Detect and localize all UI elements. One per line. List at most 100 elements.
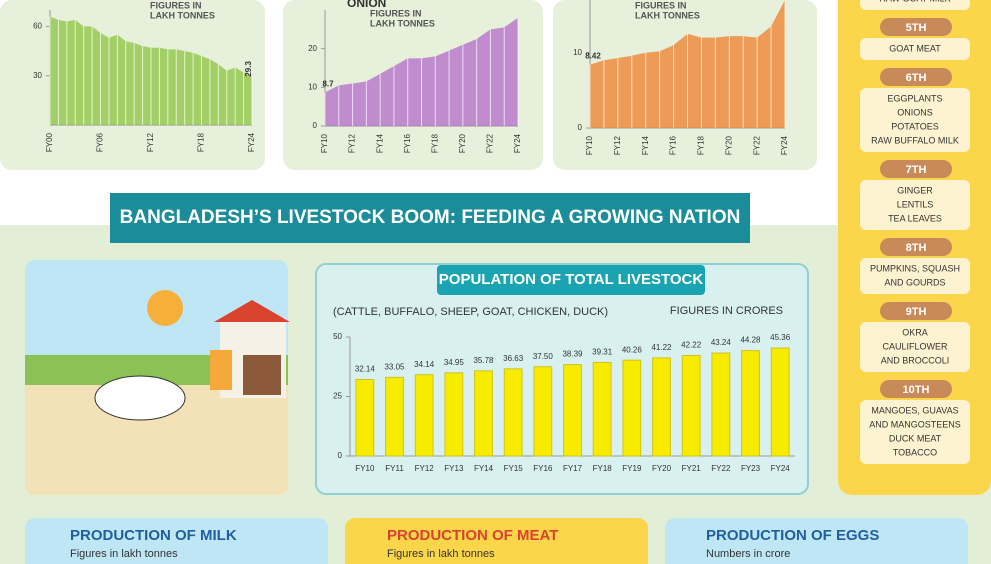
- rank: 10TH: [903, 384, 930, 396]
- panel: [665, 518, 968, 564]
- rank: 8TH: [906, 242, 927, 254]
- y-tick-label: 0: [313, 121, 318, 130]
- sun: [147, 290, 183, 326]
- rank-box: [860, 322, 970, 372]
- subtitle: FIGURES IN: [150, 0, 202, 10]
- x-tick-label: FY18: [697, 135, 706, 155]
- rank-item: AND GOURDS: [884, 277, 945, 287]
- panel-title: PRODUCTION OF MEAT: [387, 527, 558, 544]
- rank: 9TH: [906, 306, 927, 318]
- panel-title: PRODUCTION OF MILK: [70, 527, 237, 544]
- panel: [345, 518, 648, 564]
- rank-box: [860, 38, 970, 60]
- rank-item: LENTILS: [897, 199, 934, 209]
- x-tick-label: FY20: [458, 133, 467, 153]
- x-tick-label: FY22: [752, 135, 761, 155]
- x-tick-label: FY12: [613, 135, 622, 155]
- panel-subtitle: Figures in lakh tonnes: [70, 548, 178, 560]
- x-tick-label: FY18: [430, 133, 439, 153]
- rank-box: [860, 400, 970, 464]
- value-label: 40.26: [622, 345, 643, 354]
- value-label: 36.63: [503, 354, 524, 363]
- x-tick-label: FY24: [780, 135, 789, 155]
- chart-title: ONION: [347, 0, 386, 10]
- rank-item: GOAT MEAT: [889, 43, 941, 53]
- y-tick-label: 10: [308, 82, 317, 91]
- x-tick-label: FY21: [682, 464, 702, 473]
- farmer: [210, 350, 232, 390]
- x-tick-label: FY22: [486, 133, 495, 153]
- value-label: 37.50: [533, 352, 554, 361]
- value-label: 41.22: [651, 343, 672, 352]
- rank-box: [860, 180, 970, 230]
- x-tick-label: FY24: [513, 133, 522, 153]
- x-tick-label: FY23: [741, 464, 761, 473]
- panel-subtitle: Numbers in crore: [706, 548, 790, 560]
- bar: [563, 364, 582, 457]
- banner: [110, 193, 750, 243]
- x-tick-label: FY18: [197, 132, 206, 152]
- x-tick-label: FY24: [771, 464, 791, 473]
- x-tick-label: FY14: [375, 133, 384, 153]
- y-tick-label: 20: [308, 44, 317, 53]
- roof: [214, 300, 290, 322]
- rank-pill: [880, 18, 952, 36]
- chart-title: POPULATION OF TOTAL LIVESTOCK: [439, 271, 704, 288]
- unit: FIGURES IN CRORES: [670, 305, 783, 317]
- bar: [741, 350, 760, 457]
- x-tick-label: FY14: [641, 135, 650, 155]
- y-tick-label: 0: [338, 451, 343, 460]
- chart-title-bg: [437, 265, 705, 295]
- x-tick-label: FY00: [45, 132, 54, 152]
- y-tick-label: 60: [33, 22, 42, 31]
- x-tick-label: FY19: [622, 464, 642, 473]
- x-tick-label: FY11: [385, 464, 404, 473]
- bar: [385, 376, 404, 457]
- value-label: 44.28: [740, 336, 761, 345]
- x-tick-label: FY18: [593, 464, 613, 473]
- bar: [414, 374, 434, 457]
- panel-title: PRODUCTION OF EGGS: [706, 527, 879, 544]
- bar: [770, 347, 790, 457]
- value-label: 34.95: [444, 358, 465, 367]
- y-tick-label: 25: [333, 392, 342, 401]
- x-tick-label: FY16: [403, 133, 412, 153]
- x-tick-label: FY14: [474, 464, 494, 473]
- bar: [533, 366, 553, 457]
- x-tick-label: FY12: [348, 133, 357, 153]
- subtitle: (CATTLE, BUFFALO, SHEEP, GOAT, CHICKEN, …: [333, 306, 608, 318]
- y-tick-label: 10: [573, 48, 582, 57]
- rank-item: TOBACCO: [893, 447, 937, 457]
- x-tick-label: FY06: [96, 132, 105, 152]
- x-tick-label: FY10: [320, 133, 329, 153]
- cow: [94, 375, 186, 421]
- rank: 7TH: [906, 164, 927, 176]
- x-tick-label: FY12: [415, 464, 435, 473]
- value-label: 39.31: [592, 348, 613, 357]
- x-tick-label: FY12: [146, 132, 155, 152]
- rank-item: POTATOES: [891, 121, 939, 131]
- bar: [474, 370, 493, 457]
- rank-item: OKRA: [902, 327, 928, 337]
- panel-subtitle: Figures in lakh tonnes: [387, 548, 495, 560]
- rank-item: RAW BUFFALO MILK: [871, 135, 959, 145]
- y-tick-label: 0: [578, 123, 583, 132]
- rank-item: DUCK MEAT: [889, 433, 942, 443]
- x-tick-label: FY22: [711, 464, 731, 473]
- rank-pill: [880, 160, 952, 178]
- bar: [711, 352, 731, 457]
- y-tick-label: 30: [33, 71, 42, 80]
- value-label: 29.3: [244, 61, 253, 77]
- value-label: 43.24: [711, 338, 732, 347]
- value-label: 42.22: [681, 341, 702, 350]
- value-label: 34.14: [414, 360, 435, 369]
- rank-item: GINGER: [897, 185, 933, 195]
- value-label: 33.05: [384, 362, 405, 371]
- subtitle: LAKH TONNES: [635, 10, 700, 20]
- x-tick-label: FY10: [355, 464, 375, 473]
- rank-pill: [880, 238, 952, 256]
- rank: 6TH: [906, 72, 927, 84]
- subtitle: LAKH TONNES: [370, 18, 435, 28]
- rank-item: RAW GOAT MILK: [879, 0, 950, 3]
